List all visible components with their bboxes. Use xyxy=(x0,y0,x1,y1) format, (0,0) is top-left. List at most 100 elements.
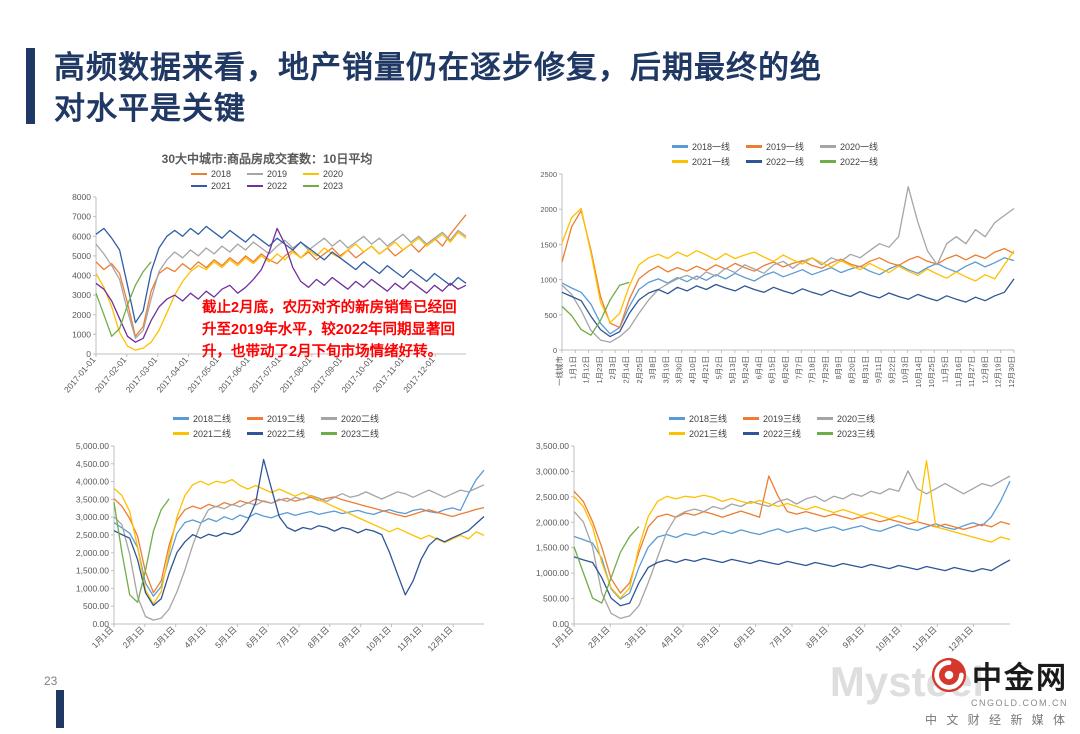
chart-canvas: 0 500 1000 1500 2000 2500 一线城市 1月1日 1月12日 1月23日 2月… xyxy=(540,170,1016,388)
legend-row: 2018二线 2019二线 2020二线 xyxy=(172,412,379,425)
svg-text:4000: 4000 xyxy=(72,271,91,281)
legend-item: 2020一线 xyxy=(820,140,878,153)
legend-item: 2022二线 xyxy=(246,427,306,440)
svg-text:7月1日: 7月1日 xyxy=(275,624,301,650)
chart-tier3-cities: 2018三线 2019三线 2020三线 2021三线 2022三线 2023三线 0.0… xyxy=(522,412,1022,666)
svg-text:4月1日: 4月1日 xyxy=(182,624,208,650)
svg-text:9月11日: 9月11日 xyxy=(874,356,883,383)
legend-label: 2019一线 xyxy=(765,142,805,152)
legend-label: 2020一线 xyxy=(840,142,879,152)
legend-item: 2018一线 xyxy=(671,140,730,153)
legend-item: 2022三线 xyxy=(742,427,801,440)
annotation-text: 截止2月底，农历对齐的新房销售已经回 升至2019年水平，较2022年同期显著回… xyxy=(202,298,524,363)
svg-text:6月1日: 6月1日 xyxy=(731,624,757,650)
svg-text:5月24日: 5月24日 xyxy=(741,356,750,384)
legend-swatch xyxy=(303,184,320,188)
svg-text:5月1日: 5月1日 xyxy=(213,624,239,650)
svg-text:5,000.00: 5,000.00 xyxy=(76,442,109,451)
legend-label: 2022 xyxy=(266,181,288,191)
svg-text:5月2日: 5月2日 xyxy=(715,356,724,379)
chart-30-cities: 30大中城市:商品房成交套数：10日平均 2018 2019 2020 2021 202… xyxy=(58,150,476,400)
legend-row: 2018一线 2019一线 2020一线 xyxy=(671,140,878,153)
svg-text:9月1日: 9月1日 xyxy=(840,624,866,650)
legend-swatch xyxy=(246,172,263,176)
legend-item: 2022一线 xyxy=(745,155,804,168)
svg-text:2000: 2000 xyxy=(72,310,91,320)
svg-text:11月27日: 11月27日 xyxy=(967,356,976,387)
footer-accent-bar xyxy=(56,690,64,728)
svg-text:8月9日: 8月9日 xyxy=(834,356,843,379)
slide-header: 高频数据来看，地产销量仍在逐步修复，后期最终的绝 对水平是关键 xyxy=(26,48,822,130)
chart-tier1-cities: 2018一线 2019一线 2020一线 2021一线 2022一线 2022一线 0 50… xyxy=(528,140,1022,402)
legend-item: 2020二线 xyxy=(321,412,379,425)
svg-text:3月30日: 3月30日 xyxy=(675,356,684,384)
watermark-tagline: 中 文 财 经 新 媒 体 xyxy=(924,713,1068,727)
legend-label: 2023 xyxy=(323,181,344,191)
svg-text:3,500.00: 3,500.00 xyxy=(76,494,109,504)
svg-text:1月1日: 1月1日 xyxy=(568,356,577,379)
svg-text:12月19日: 12月19日 xyxy=(994,356,1003,388)
svg-text:2500: 2500 xyxy=(540,170,557,179)
svg-text:10月1日: 10月1日 xyxy=(364,624,393,653)
legend-row: 2021二线 2022二线 2023二线 xyxy=(172,427,379,440)
chart-legend: 2018一线 2019一线 2020一线 2021一线 2022一线 2022一线 xyxy=(528,140,1022,168)
legend-swatch xyxy=(668,432,685,435)
legend-item: 2021二线 xyxy=(172,427,231,440)
svg-text:11月1日: 11月1日 xyxy=(910,624,939,653)
svg-text:12月8日: 12月8日 xyxy=(980,356,989,384)
svg-text:500.00: 500.00 xyxy=(83,601,109,611)
legend-row: 2021一线 2022一线 2022一线 xyxy=(671,155,878,168)
svg-text:10月14日: 10月14日 xyxy=(914,356,923,388)
legend-row: 2021三线 2022三线 2023三线 xyxy=(668,427,876,440)
svg-text:10月1日: 10月1日 xyxy=(873,624,902,653)
legend-swatch xyxy=(745,160,762,163)
svg-text:3,000.00: 3,000.00 xyxy=(76,512,109,522)
svg-text:11月5日: 11月5日 xyxy=(941,356,950,383)
svg-text:3月19日: 3月19日 xyxy=(661,356,670,384)
svg-text:10月25日: 10月25日 xyxy=(927,356,936,388)
legend-swatch xyxy=(817,417,834,420)
svg-text:1,000.00: 1,000.00 xyxy=(536,568,569,578)
svg-text:2,500.00: 2,500.00 xyxy=(536,492,569,502)
svg-text:4月21日: 4月21日 xyxy=(701,356,710,384)
svg-text:2月14日: 2月14日 xyxy=(622,356,631,384)
legend-item: 2019一线 xyxy=(745,140,805,153)
legend-swatch xyxy=(172,432,189,435)
svg-text:5000: 5000 xyxy=(72,251,91,261)
svg-text:3月8日: 3月8日 xyxy=(648,356,657,379)
svg-text:2月3日: 2月3日 xyxy=(608,356,617,379)
legend-label: 2018三线 xyxy=(688,414,727,424)
svg-text:2,500.00: 2,500.00 xyxy=(76,530,109,540)
legend-label: 2022一线 xyxy=(840,157,879,167)
legend-item: 2022一线 xyxy=(820,155,878,168)
legend-label: 2023三线 xyxy=(837,429,876,439)
legend-label: 2018二线 xyxy=(192,414,231,424)
svg-text:一线城市: 一线城市 xyxy=(554,356,564,386)
svg-text:3000: 3000 xyxy=(72,290,91,300)
svg-text:3,000.00: 3,000.00 xyxy=(536,466,569,476)
legend-swatch xyxy=(745,145,762,148)
svg-text:3月1日: 3月1日 xyxy=(151,624,177,650)
svg-text:1月23日: 1月23日 xyxy=(595,356,604,384)
svg-text:6000: 6000 xyxy=(72,231,91,241)
svg-text:500: 500 xyxy=(544,311,557,320)
svg-text:8月31日: 8月31日 xyxy=(861,356,870,384)
svg-text:2,000.00: 2,000.00 xyxy=(76,548,109,558)
watermark-domain: CNGOLD.COM.CN xyxy=(970,698,1068,708)
svg-text:8000: 8000 xyxy=(72,193,91,202)
svg-text:4月1日: 4月1日 xyxy=(659,624,685,650)
legend-swatch xyxy=(668,417,685,420)
slide-title: 高频数据来看，地产销量仍在逐步修复，后期最终的绝 对水平是关键 xyxy=(54,48,822,130)
legend-label: 2022二线 xyxy=(266,429,306,439)
svg-text:1,500.00: 1,500.00 xyxy=(76,566,109,576)
svg-text:7000: 7000 xyxy=(72,212,91,222)
chart-plot: 0 1000 2000 3000 4000 5000 6000 7000 8000 2017-01… xyxy=(58,192,476,400)
legend-swatch xyxy=(671,160,688,163)
svg-text:7月1日: 7月1日 xyxy=(768,624,794,650)
legend-swatch xyxy=(671,145,688,148)
legend-item: 2020三线 xyxy=(817,412,875,425)
svg-text:8月1日: 8月1日 xyxy=(305,624,331,650)
legend-swatch xyxy=(742,417,759,420)
legend-label: 2021一线 xyxy=(691,157,730,167)
legend-label: 2018 xyxy=(210,169,231,179)
